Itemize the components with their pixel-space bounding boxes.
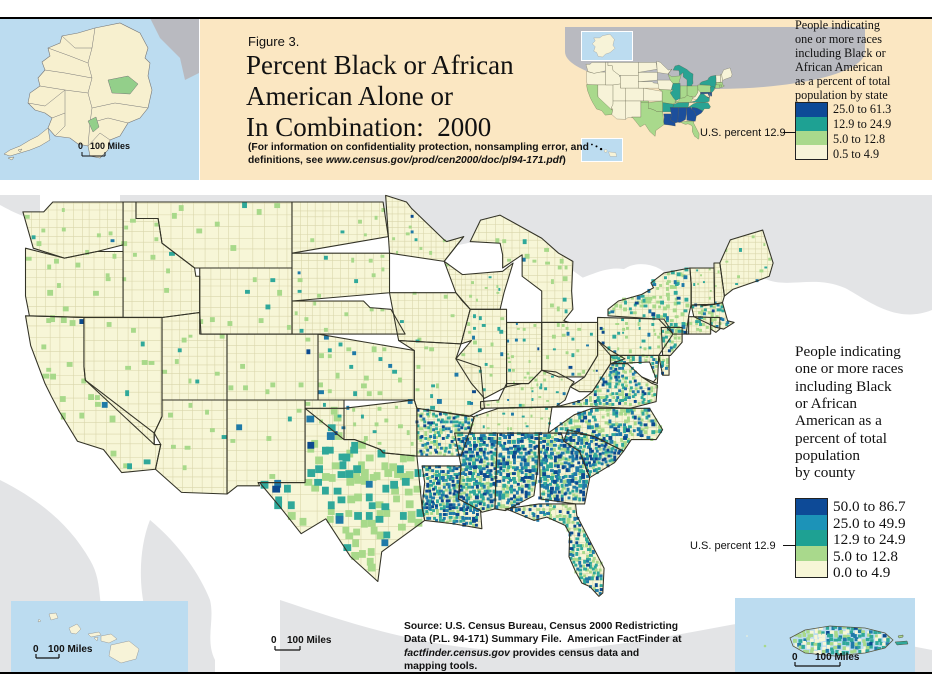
svg-text:0: 0 — [78, 141, 83, 151]
svg-text:100 Miles: 100 Miles — [815, 652, 860, 663]
svg-text:0: 0 — [792, 652, 798, 663]
svg-text:0: 0 — [271, 635, 277, 646]
svg-text:100 Miles: 100 Miles — [90, 141, 130, 151]
svg-text:0: 0 — [33, 644, 39, 655]
svg-text:100 Miles: 100 Miles — [48, 644, 93, 655]
svg-text:100 Miles: 100 Miles — [287, 635, 332, 646]
